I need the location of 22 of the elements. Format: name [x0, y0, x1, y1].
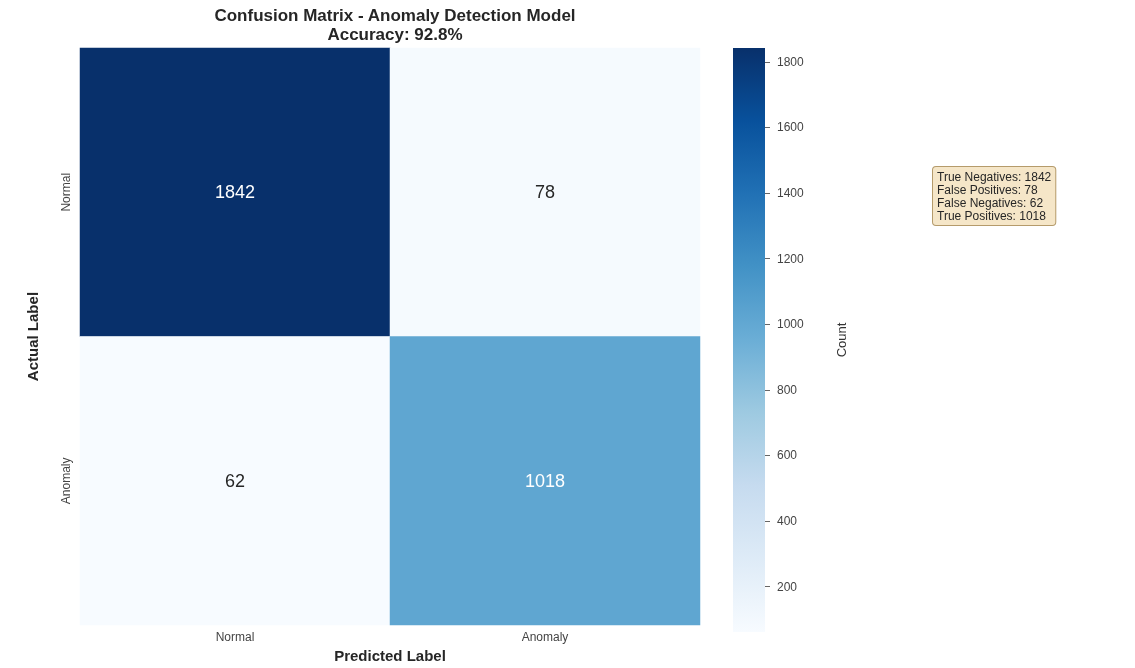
- color-bar-label: 600: [777, 448, 798, 463]
- data-label: 1842: [214, 182, 256, 203]
- chart-title: Confusion Matrix - Anomaly Detection Model: [214, 6, 576, 25]
- y-axis-title: Actual Label: [24, 291, 41, 382]
- data-label: 78: [534, 182, 556, 203]
- color-bar-label: 1600: [777, 120, 805, 135]
- color-bar-label: 800: [777, 382, 798, 397]
- text: False Positives: 78: [937, 182, 1039, 197]
- x-axis-title: Predicted Label: [334, 647, 446, 664]
- color-bar-label: 200: [777, 579, 798, 594]
- color-bar-title: Count: [834, 322, 849, 358]
- color-bar-label: 1000: [777, 317, 805, 332]
- color-bar-label: 1400: [777, 186, 805, 201]
- color-bar-label: 400: [777, 514, 798, 529]
- data-label: 1018: [524, 470, 566, 491]
- chart-subtitle: Accuracy: 92.8%: [327, 25, 463, 44]
- text: True Positives: 1018: [937, 208, 1047, 223]
- text: False Negatives: 62: [937, 195, 1044, 210]
- color-bar-label: 1800: [777, 54, 805, 69]
- text: True Negatives: 1842: [937, 169, 1052, 184]
- data-label: 62: [224, 470, 246, 491]
- color-bar-label: 1200: [777, 251, 805, 266]
